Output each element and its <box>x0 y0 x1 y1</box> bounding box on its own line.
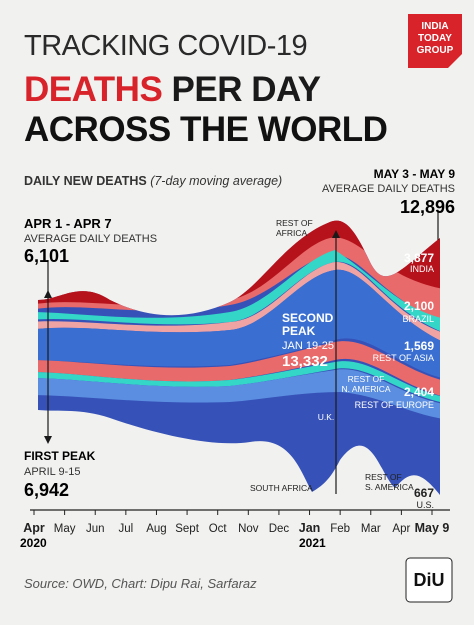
title-line-1: TRACKING COVID-19 <box>24 30 308 62</box>
layer-rest-n-america <box>38 269 440 380</box>
series-value-label: 1,569 <box>404 339 434 353</box>
last-week-sub: AVERAGE DAILY DEATHS <box>322 183 455 195</box>
first-peak-arrow <box>44 436 52 444</box>
year-2021-label: 2021 <box>299 536 326 550</box>
source-text: OWD, Chart: Dipu Rai, Sarfaraz <box>68 576 257 591</box>
second-peak-annotation: SECOND PEAK JAN 19-25 13,332 <box>282 311 334 370</box>
x-tick-label: Jan <box>299 521 321 535</box>
series-name-label: REST OF <box>276 218 313 228</box>
first-week-value: 6,101 <box>24 246 69 266</box>
series-name-label: INDIA <box>410 264 434 274</box>
series-name-label: REST OF EUROPE <box>355 400 434 410</box>
subtitle-note: (7-day moving average) <box>150 174 283 188</box>
series-name-label: AFRICA <box>276 228 308 238</box>
x-tick-label: Mar <box>361 523 381 535</box>
india-today-logo: INDIA TODAY GROUP <box>408 14 462 68</box>
layer-teal-2 <box>38 361 440 404</box>
x-tick-label: May 9 <box>415 521 450 535</box>
second-peak-head-2: PEAK <box>282 324 316 338</box>
diu-logo-text: DiU <box>414 570 445 590</box>
x-tick-label: May <box>54 523 76 535</box>
second-peak-dates: JAN 19-25 <box>282 340 334 352</box>
first-week-sub: AVERAGE DAILY DEATHS <box>24 233 157 245</box>
series-value-label: 2,100 <box>404 299 434 313</box>
layer-brazil <box>38 341 440 398</box>
x-tick-label: Jul <box>118 523 133 535</box>
series-value-label: 2,404 <box>404 385 434 399</box>
x-tick-label: Feb <box>330 523 350 535</box>
second-peak-value: 13,332 <box>282 353 328 370</box>
second-peak-head-1: SECOND <box>282 311 334 325</box>
x-tick-label: Apr <box>23 521 45 535</box>
x-tick-label: Apr <box>392 523 410 535</box>
x-tick-label: Dec <box>269 523 290 535</box>
subtitle-main: DAILY NEW DEATHS <box>24 174 147 188</box>
x-tick-label: Aug <box>146 523 166 535</box>
series-name-label: BRAZIL <box>402 314 434 324</box>
title-deaths: DEATHS <box>24 70 163 109</box>
x-tick-label: Sept <box>175 523 199 535</box>
x-tick-label: Oct <box>209 523 228 535</box>
second-peak-arrow <box>332 230 340 238</box>
series-value-label: 3,877 <box>404 251 434 265</box>
last-week-value: 12,896 <box>400 197 455 217</box>
year-2020-label: 2020 <box>20 536 47 550</box>
first-peak-dates: APRIL 9-15 <box>24 466 80 478</box>
right-annotation: MAY 3 - MAY 9 AVERAGE DAILY DEATHS 12,89… <box>322 167 455 217</box>
first-week-head: APR 1 - APR 7 <box>24 216 112 231</box>
title-per-day: PER DAY <box>162 70 321 109</box>
x-tick-label: Jun <box>86 523 105 535</box>
streamgraph-chart: APR 1 - APR 7 AVERAGE DAILY DEATHS 6,101… <box>20 167 455 550</box>
title-line-3: ACROSS THE WORLD <box>24 110 388 149</box>
x-tick-label: Nov <box>238 523 259 535</box>
series-value-label: 667 <box>414 486 434 500</box>
diu-logo: DiU <box>405 557 453 603</box>
first-peak-value: 6,942 <box>24 480 69 500</box>
series-name-label: REST OF <box>365 472 402 482</box>
logo-text-3: GROUP <box>417 45 454 56</box>
x-axis-ticks: Apr May Jun Jul Aug Sept Oct Nov Dec Jan Feb Mar Apr… <box>23 510 449 535</box>
chart-subtitle: DAILY NEW DEATHS (7-day moving average) <box>24 174 282 188</box>
title-line-2: DEATHS PER DAY <box>24 70 321 110</box>
series-name-label: REST OF <box>348 374 385 384</box>
series-name-label: N. AMERICA <box>341 384 390 394</box>
source-line: Source: OWD, Chart: Dipu Rai, Sarfaraz <box>24 576 257 591</box>
series-name-label: REST OF ASIA <box>373 353 434 363</box>
series-name-label: S. AMERICA <box>365 482 414 492</box>
series-name-label: U.S. <box>416 500 434 510</box>
left-annotation: APR 1 - APR 7 AVERAGE DAILY DEATHS 6,101… <box>24 216 157 500</box>
series-name-label: U.K. <box>318 412 335 422</box>
series-name-label: SOUTH AFRICA <box>250 483 313 493</box>
logo-text-2: TODAY <box>418 33 452 44</box>
layer-teal-1 <box>38 250 440 335</box>
first-week-arrow <box>44 290 52 298</box>
source-label: Source: <box>24 576 69 591</box>
first-peak-head: FIRST PEAK <box>24 449 96 463</box>
last-week-head: MAY 3 - MAY 9 <box>374 167 456 181</box>
layer-rest-europe <box>38 369 440 420</box>
logo-text-1: INDIA <box>421 21 448 32</box>
